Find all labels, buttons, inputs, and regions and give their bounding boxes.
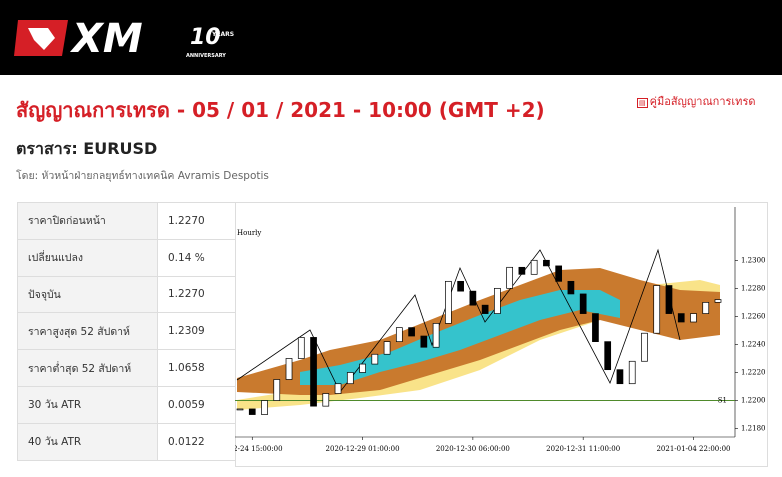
row-value: 0.14 %	[157, 238, 236, 277]
candle	[481, 304, 489, 314]
candle	[543, 259, 550, 267]
anniversary-number: 10	[190, 25, 221, 50]
y-tick-label: 1.2220	[741, 368, 766, 376]
candle	[248, 408, 256, 415]
candle	[506, 266, 513, 289]
table-row: ปัจจุบัน 1.2270	[17, 275, 236, 314]
row-label: 30 วัน ATR	[17, 385, 158, 424]
page-title: สัญญาณการเทรด - 05 / 01 / 2021 - 10:00 (…	[16, 98, 545, 122]
candle	[285, 358, 293, 380]
row-label: ราคาปิดก่อนหน้า	[17, 202, 158, 240]
row-value: 1.2270	[157, 275, 236, 314]
candle	[457, 280, 464, 292]
chart-title: Hourly	[237, 229, 261, 237]
x-tick-label: 2020-12-30 06:00:00	[436, 445, 510, 453]
candle	[261, 400, 268, 415]
pdf-icon: ▤	[637, 98, 648, 108]
guide-link[interactable]: ▤ คู่มือสัญญาณการเทรด	[637, 92, 756, 110]
row-value: 0.0122	[157, 422, 236, 461]
y-tick-label: 1.2260	[741, 312, 766, 320]
candle	[714, 299, 722, 303]
header: XM 10 YEARS ANNIVERSARY	[0, 0, 782, 75]
candle	[334, 383, 342, 394]
candle	[616, 369, 624, 385]
row-label: เปลี่ยนแปลง	[17, 238, 158, 277]
table-row: ราคาสูงสุด 52 สัปดาห์ 1.2309	[17, 312, 236, 351]
candle	[236, 408, 244, 411]
candle	[604, 341, 612, 371]
candle	[273, 379, 281, 401]
band-teal	[300, 290, 620, 385]
candle	[322, 393, 330, 407]
support-label: S1	[718, 397, 727, 405]
candle	[653, 285, 661, 334]
table-row: ราคาปิดก่อนหน้า 1.2270	[17, 202, 236, 240]
candle	[346, 372, 354, 385]
candle	[665, 285, 673, 314]
candle	[359, 363, 366, 373]
row-label: 40 วัน ATR	[17, 422, 158, 461]
x-tick-label: 0-12-24 15:00:00	[235, 445, 283, 453]
y-tick-label: 1.2300	[741, 256, 766, 264]
instrument: ตราสาร: EURUSD	[16, 139, 158, 158]
candle	[395, 327, 403, 342]
candle	[408, 327, 415, 337]
y-tick-label: 1.2280	[741, 284, 766, 292]
y-tick-label: 1.2180	[741, 425, 766, 433]
row-value: 0.0059	[157, 385, 236, 424]
x-tick-label: 2020-12-31 11:00:00	[546, 445, 620, 453]
row-label: ราคาสูงสุด 52 สัปดาห์	[17, 312, 158, 351]
table-row: 40 วัน ATR 0.0122	[17, 422, 236, 461]
candle	[628, 360, 636, 385]
candle	[371, 353, 379, 365]
table-row: เปลี่ยนแปลง 0.14 %	[17, 238, 236, 277]
candle	[592, 313, 599, 342]
author: โดย: หัวหน้าฝ่ายกลยุทธ์ทางเทคนิค Avramis…	[16, 170, 269, 182]
candle	[383, 341, 391, 355]
row-value: 1.2309	[157, 312, 236, 351]
candle	[579, 293, 587, 314]
candle	[494, 287, 501, 314]
candle	[555, 265, 563, 282]
candle	[297, 337, 305, 359]
logo-text: XM	[69, 16, 143, 62]
row-value: 1.2270	[157, 202, 236, 240]
x-tick-label: 2021-01-04 22:00:00	[656, 445, 730, 453]
anniversary-label: ANNIVERSARY	[186, 53, 226, 59]
row-label: ปัจจุบัน	[17, 275, 158, 314]
candle	[677, 313, 685, 323]
candle	[530, 259, 538, 275]
candle	[469, 290, 477, 306]
row-value: 1.0658	[157, 349, 236, 387]
x-tick-label: 2020-12-29 01:00:00	[326, 445, 400, 453]
anniversary-years: YEARS	[211, 31, 234, 38]
candle	[690, 313, 697, 323]
candle	[518, 266, 526, 275]
candle	[432, 323, 440, 348]
y-tick-label: 1.2200	[741, 397, 766, 405]
table-row: ราคาต่ำสุด 52 สัปดาห์ 1.0658	[17, 349, 236, 387]
candle	[310, 337, 317, 407]
zigzag	[236, 248, 681, 393]
y-tick-label: 1.2240	[741, 340, 766, 348]
guide-link-text[interactable]: คู่มือสัญญาณการเทรด	[649, 95, 756, 108]
candle	[702, 302, 710, 314]
candle	[641, 332, 648, 362]
signal-table: ราคาปิดก่อนหน้า 1.2270 เปลี่ยนแปลง 0.14 % ปั…	[17, 202, 236, 461]
chart: Hourly 1.2180 1.2200 1.2220 1.2240 1.2260 1.22…	[235, 202, 768, 467]
table-row: 30 วัน ATR 0.0059	[17, 385, 236, 424]
candle	[445, 280, 452, 324]
row-label: ราคาต่ำสุด 52 สัปดาห์	[17, 349, 158, 387]
candle	[420, 335, 428, 348]
logo[interactable]: XM 10 YEARS ANNIVERSARY	[0, 0, 260, 75]
candle	[567, 280, 575, 295]
